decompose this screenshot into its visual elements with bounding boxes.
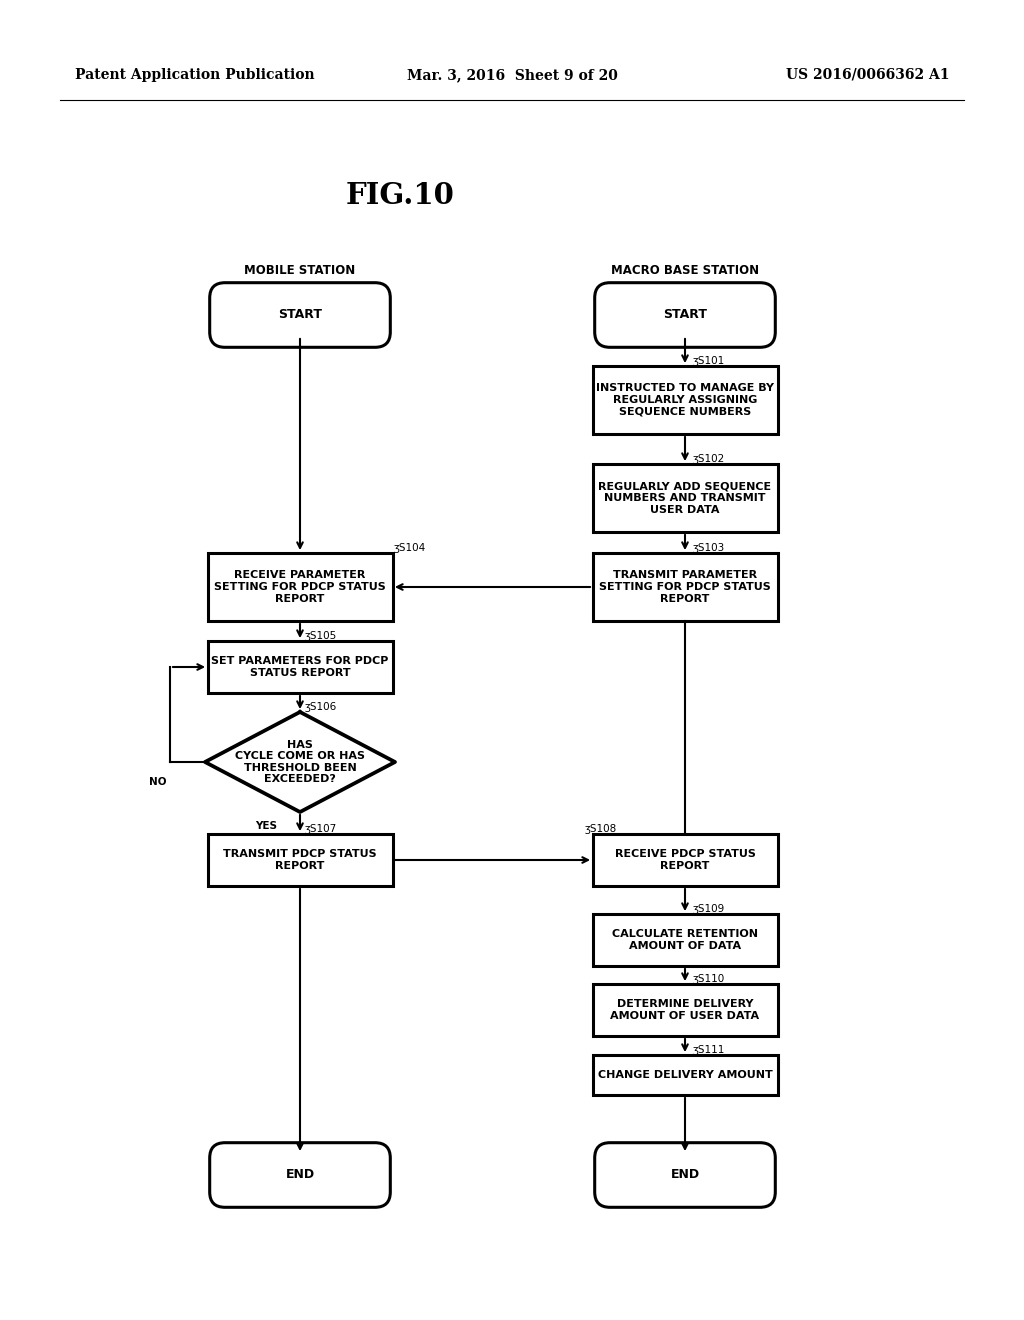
Text: END: END bbox=[286, 1168, 314, 1181]
Text: ʒS103: ʒS103 bbox=[693, 543, 725, 553]
Text: 100: 100 bbox=[673, 281, 697, 294]
Text: DETERMINE DELIVERY
AMOUNT OF USER DATA: DETERMINE DELIVERY AMOUNT OF USER DATA bbox=[610, 999, 760, 1020]
Text: Patent Application Publication: Patent Application Publication bbox=[75, 69, 314, 82]
FancyBboxPatch shape bbox=[208, 642, 392, 693]
FancyBboxPatch shape bbox=[593, 983, 777, 1036]
FancyBboxPatch shape bbox=[593, 834, 777, 886]
FancyBboxPatch shape bbox=[208, 834, 392, 886]
Text: INSTRUCTED TO MANAGE BY
REGULARLY ASSIGNING
SEQUENCE NUMBERS: INSTRUCTED TO MANAGE BY REGULARLY ASSIGN… bbox=[596, 383, 774, 417]
FancyBboxPatch shape bbox=[595, 282, 775, 347]
FancyBboxPatch shape bbox=[593, 1055, 777, 1096]
Text: SET PARAMETERS FOR PDCP
STATUS REPORT: SET PARAMETERS FOR PDCP STATUS REPORT bbox=[211, 656, 389, 677]
Text: RECEIVE PDCP STATUS
REPORT: RECEIVE PDCP STATUS REPORT bbox=[614, 849, 756, 871]
FancyBboxPatch shape bbox=[595, 1143, 775, 1208]
Text: CHANGE DELIVERY AMOUNT: CHANGE DELIVERY AMOUNT bbox=[598, 1071, 772, 1080]
FancyBboxPatch shape bbox=[210, 1143, 390, 1208]
Text: YES: YES bbox=[255, 821, 278, 832]
FancyBboxPatch shape bbox=[593, 553, 777, 620]
Text: 300: 300 bbox=[288, 281, 312, 294]
Text: MACRO BASE STATION: MACRO BASE STATION bbox=[611, 264, 759, 276]
FancyBboxPatch shape bbox=[210, 282, 390, 347]
Text: START: START bbox=[278, 309, 322, 322]
FancyBboxPatch shape bbox=[593, 465, 777, 532]
Text: NO: NO bbox=[150, 777, 167, 787]
Text: ʒS108: ʒS108 bbox=[585, 824, 617, 834]
Text: ʒS111: ʒS111 bbox=[693, 1045, 725, 1055]
Text: START: START bbox=[663, 309, 707, 322]
Text: REGULARLY ADD SEQUENCE
NUMBERS AND TRANSMIT
USER DATA: REGULARLY ADD SEQUENCE NUMBERS AND TRANS… bbox=[598, 482, 771, 515]
Text: TRANSMIT PARAMETER
SETTING FOR PDCP STATUS
REPORT: TRANSMIT PARAMETER SETTING FOR PDCP STAT… bbox=[599, 570, 771, 603]
Text: RECEIVE PARAMETER
SETTING FOR PDCP STATUS
REPORT: RECEIVE PARAMETER SETTING FOR PDCP STATU… bbox=[214, 570, 386, 603]
Text: TRANSMIT PDCP STATUS
REPORT: TRANSMIT PDCP STATUS REPORT bbox=[223, 849, 377, 871]
Text: ʒS101: ʒS101 bbox=[693, 356, 725, 366]
Text: ʒS110: ʒS110 bbox=[693, 974, 725, 983]
FancyBboxPatch shape bbox=[208, 553, 392, 620]
Text: ʒS104: ʒS104 bbox=[394, 543, 426, 553]
Text: END: END bbox=[671, 1168, 699, 1181]
Polygon shape bbox=[205, 711, 395, 812]
Text: ʒS102: ʒS102 bbox=[693, 454, 725, 465]
Text: US 2016/0066362 A1: US 2016/0066362 A1 bbox=[786, 69, 950, 82]
Text: HAS
CYCLE COME OR HAS
THRESHOLD BEEN
EXCEEDED?: HAS CYCLE COME OR HAS THRESHOLD BEEN EXC… bbox=[234, 739, 365, 784]
Text: ʒS109: ʒS109 bbox=[693, 904, 725, 913]
Text: Mar. 3, 2016  Sheet 9 of 20: Mar. 3, 2016 Sheet 9 of 20 bbox=[407, 69, 617, 82]
Text: ʒS106: ʒS106 bbox=[305, 702, 337, 711]
Text: CALCULATE RETENTION
AMOUNT OF DATA: CALCULATE RETENTION AMOUNT OF DATA bbox=[612, 929, 758, 950]
Text: ʒS107: ʒS107 bbox=[305, 824, 337, 834]
Text: MOBILE STATION: MOBILE STATION bbox=[245, 264, 355, 276]
Text: ʒS105: ʒS105 bbox=[305, 631, 337, 642]
Text: FIG.10: FIG.10 bbox=[345, 181, 455, 210]
FancyBboxPatch shape bbox=[593, 366, 777, 434]
FancyBboxPatch shape bbox=[593, 913, 777, 966]
